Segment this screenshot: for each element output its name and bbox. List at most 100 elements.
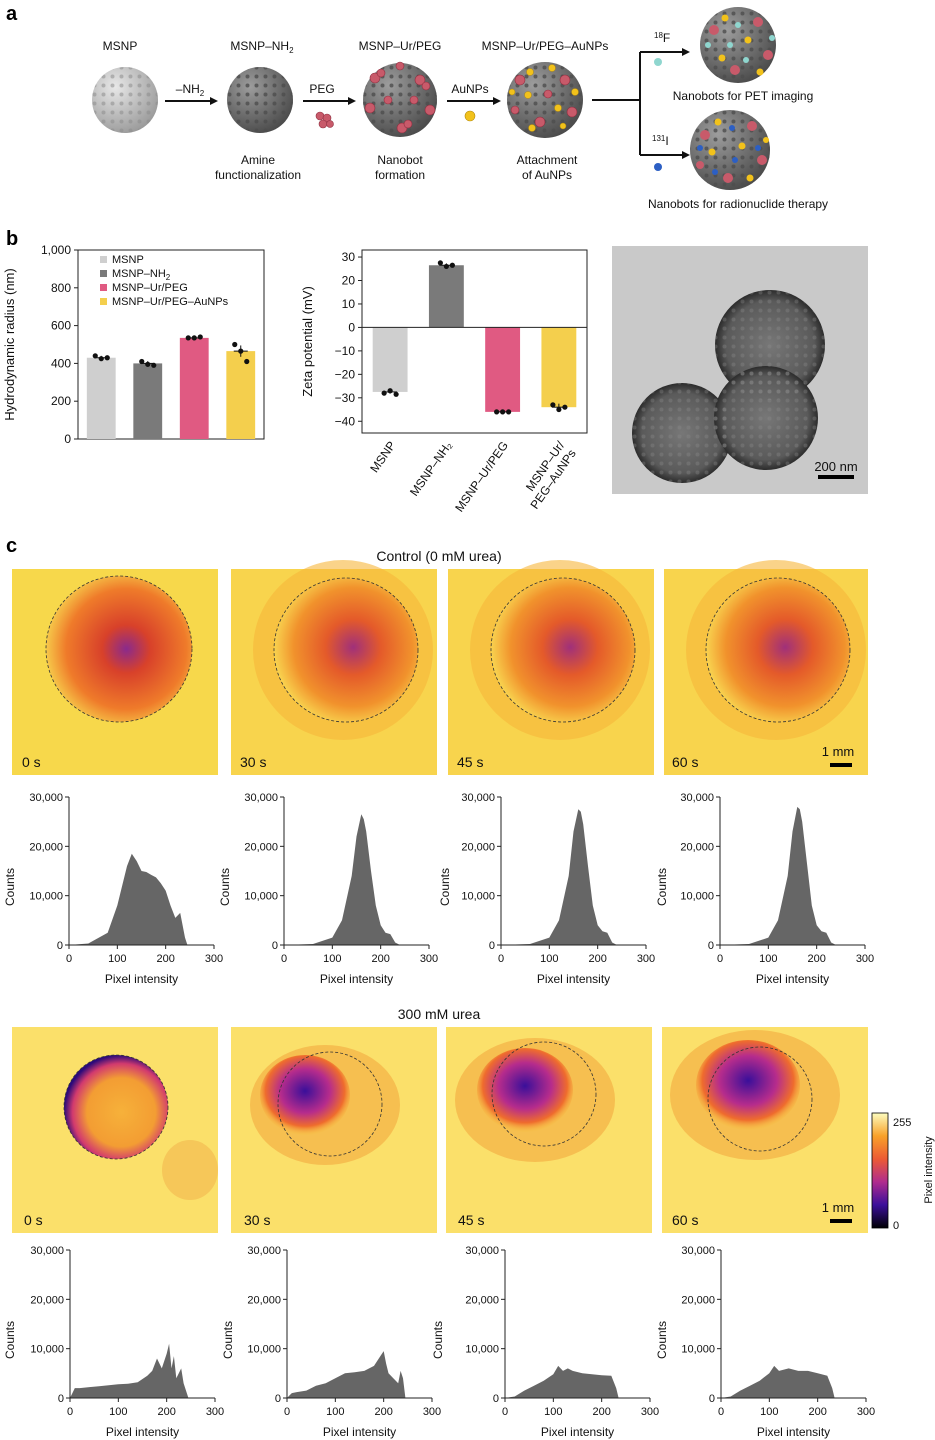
stage3-title: MSNP–Ur/PEG [359,39,442,53]
control-time-30: 30 s [240,754,266,770]
y-tick-label: 0 [709,1393,715,1405]
y-axis-label: Counts [438,868,452,906]
y-tick-label: 30,000 [465,1245,499,1257]
urea-scale-label: 1 mm [822,1200,855,1215]
y-tick-label: 10,000 [29,891,63,903]
y-tick-label: 30,000 [247,1245,281,1257]
therapy-caption: Nanobots for radionuclide therapy [648,197,828,211]
data-point [393,391,399,397]
x-tick-label: 200 [588,953,606,965]
control-histograms: 0 10,000 20,000 30,000 0 100 200 300 Pixel inten… [3,792,874,986]
data-point [238,348,244,354]
y-tick-label: 10,000 [680,891,714,903]
data-point [449,262,455,268]
step3-caption-line2: of AuNPs [522,168,572,182]
x-tick-label: 100 [759,953,777,965]
data-point [191,335,197,341]
urea-time-30: 30 s [244,1212,270,1228]
branch-arrow [592,48,690,159]
bar-4 [226,351,256,439]
y-tick-label: 0 [489,940,495,952]
x-tick-label: 0 [718,1406,724,1418]
histogram-area [69,853,188,945]
step2-caption-line1: Nanobot [377,153,423,167]
i131-icon [654,163,662,171]
colorbar-label: Pixel intensity [923,1136,935,1204]
step1-caption-line2: functionalization [215,168,301,182]
histogram-area [505,1365,619,1398]
legend-entry: MSNP–Ur/PEG–AuNPs [112,296,229,308]
y-tick-label: 10,000 [461,891,495,903]
y-tick-label: 0 [64,432,71,446]
y-tick-label: 20,000 [461,841,495,853]
y-axis-label: Zeta potential (mV) [300,286,315,397]
chart-frame [361,249,588,434]
x-tick-label: 300 [637,953,655,965]
data-point [550,402,556,408]
y-axis-label: Hydrodynamic radius (nm) [2,268,17,420]
y-tick-label: 1,000 [41,243,71,257]
bar-1 [86,357,116,439]
y-tick-label: 10,000 [244,891,278,903]
x-tick-label: 0 [498,953,504,965]
histogram-area [720,806,836,945]
y-tick-label: 200 [51,394,71,408]
data-point [197,334,203,340]
colorbar-min: 0 [893,1220,899,1232]
y-axis-label: Counts [218,868,232,906]
urea-image-45s [446,1027,652,1233]
x-tick-label: MSNP–Ur/PEG [452,439,511,515]
y-tick-label: 10 [342,297,356,311]
panel-label-a: a [6,3,18,25]
aunp-sphere [507,62,583,138]
pet-nanobot-sphere [700,7,776,83]
histogram-area [70,1343,189,1398]
bar-2 [428,265,464,328]
x-axis-label: Pixel intensity [105,972,178,986]
histogram-area [721,1365,835,1398]
colorbar-max: 255 [893,1117,911,1129]
x-tick-label: 200 [374,1406,392,1418]
y-tick-label: 20,000 [29,841,63,853]
data-point [500,409,506,415]
urea-image-30s [231,1027,437,1233]
y-tick-label: −10 [335,344,356,358]
tem-scale-bar [818,475,854,479]
x-tick-label: 200 [807,953,825,965]
y-tick-label: 20,000 [244,841,278,853]
panel-label-c: c [6,535,17,557]
y-tick-label: 10,000 [681,1344,715,1356]
legend-entry: MSNP–NH2 [112,268,171,282]
x-tick-label: 300 [856,953,874,965]
legend-entry: MSNP [112,254,144,266]
tem-image [612,246,868,494]
y-tick-label: 30,000 [680,792,714,804]
data-point [104,355,110,361]
stage4-title: MSNP–Ur/PEG–AuNPs [482,39,609,53]
branch-top-label: 18F [654,31,670,45]
y-tick-label: 10,000 [465,1344,499,1356]
y-tick-label: 20 [342,274,356,288]
f18-icon [654,58,662,66]
x-tick-label: 300 [641,1406,659,1418]
data-point [381,390,387,396]
y-tick-label: 0 [493,1393,499,1405]
control-time-60: 60 s [672,754,698,770]
arrow-2 [303,97,356,105]
legend-entry: MSNP–Ur/PEG [112,282,188,294]
y-tick-label: 20,000 [247,1294,281,1306]
x-axis-label: Pixel intensity [541,1425,614,1439]
y-tick-label: 0 [58,1393,64,1405]
y-tick-label: 20,000 [465,1294,499,1306]
data-point [139,358,145,365]
x-tick-label: 0 [281,953,287,965]
control-image-45s [448,560,654,775]
x-tick-label: 200 [157,1406,175,1418]
y-tick-label: 10,000 [30,1344,64,1356]
x-tick-label: 200 [371,953,389,965]
urea-time-45: 45 s [458,1212,484,1228]
x-tick-label: MSNP–NH₂ [407,438,455,498]
y-tick-label: −40 [335,414,356,428]
therapy-nanobot-sphere [690,110,770,190]
